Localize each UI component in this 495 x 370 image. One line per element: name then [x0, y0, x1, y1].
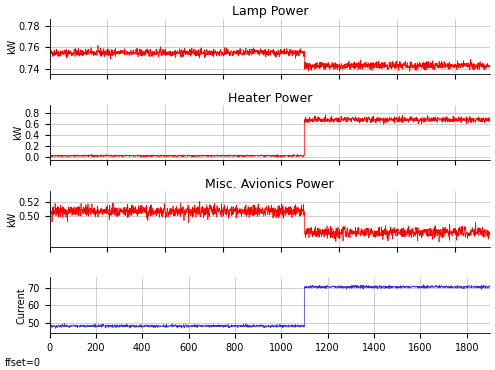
- Y-axis label: kW: kW: [7, 211, 17, 226]
- Title: Misc. Avionics Power: Misc. Avionics Power: [205, 178, 334, 191]
- Y-axis label: kW: kW: [7, 39, 17, 54]
- Y-axis label: Current: Current: [16, 287, 26, 323]
- Title: Heater Power: Heater Power: [228, 92, 312, 105]
- Y-axis label: kW: kW: [13, 125, 23, 140]
- Title: Lamp Power: Lamp Power: [232, 6, 308, 18]
- Text: ffset=0: ffset=0: [5, 358, 41, 368]
